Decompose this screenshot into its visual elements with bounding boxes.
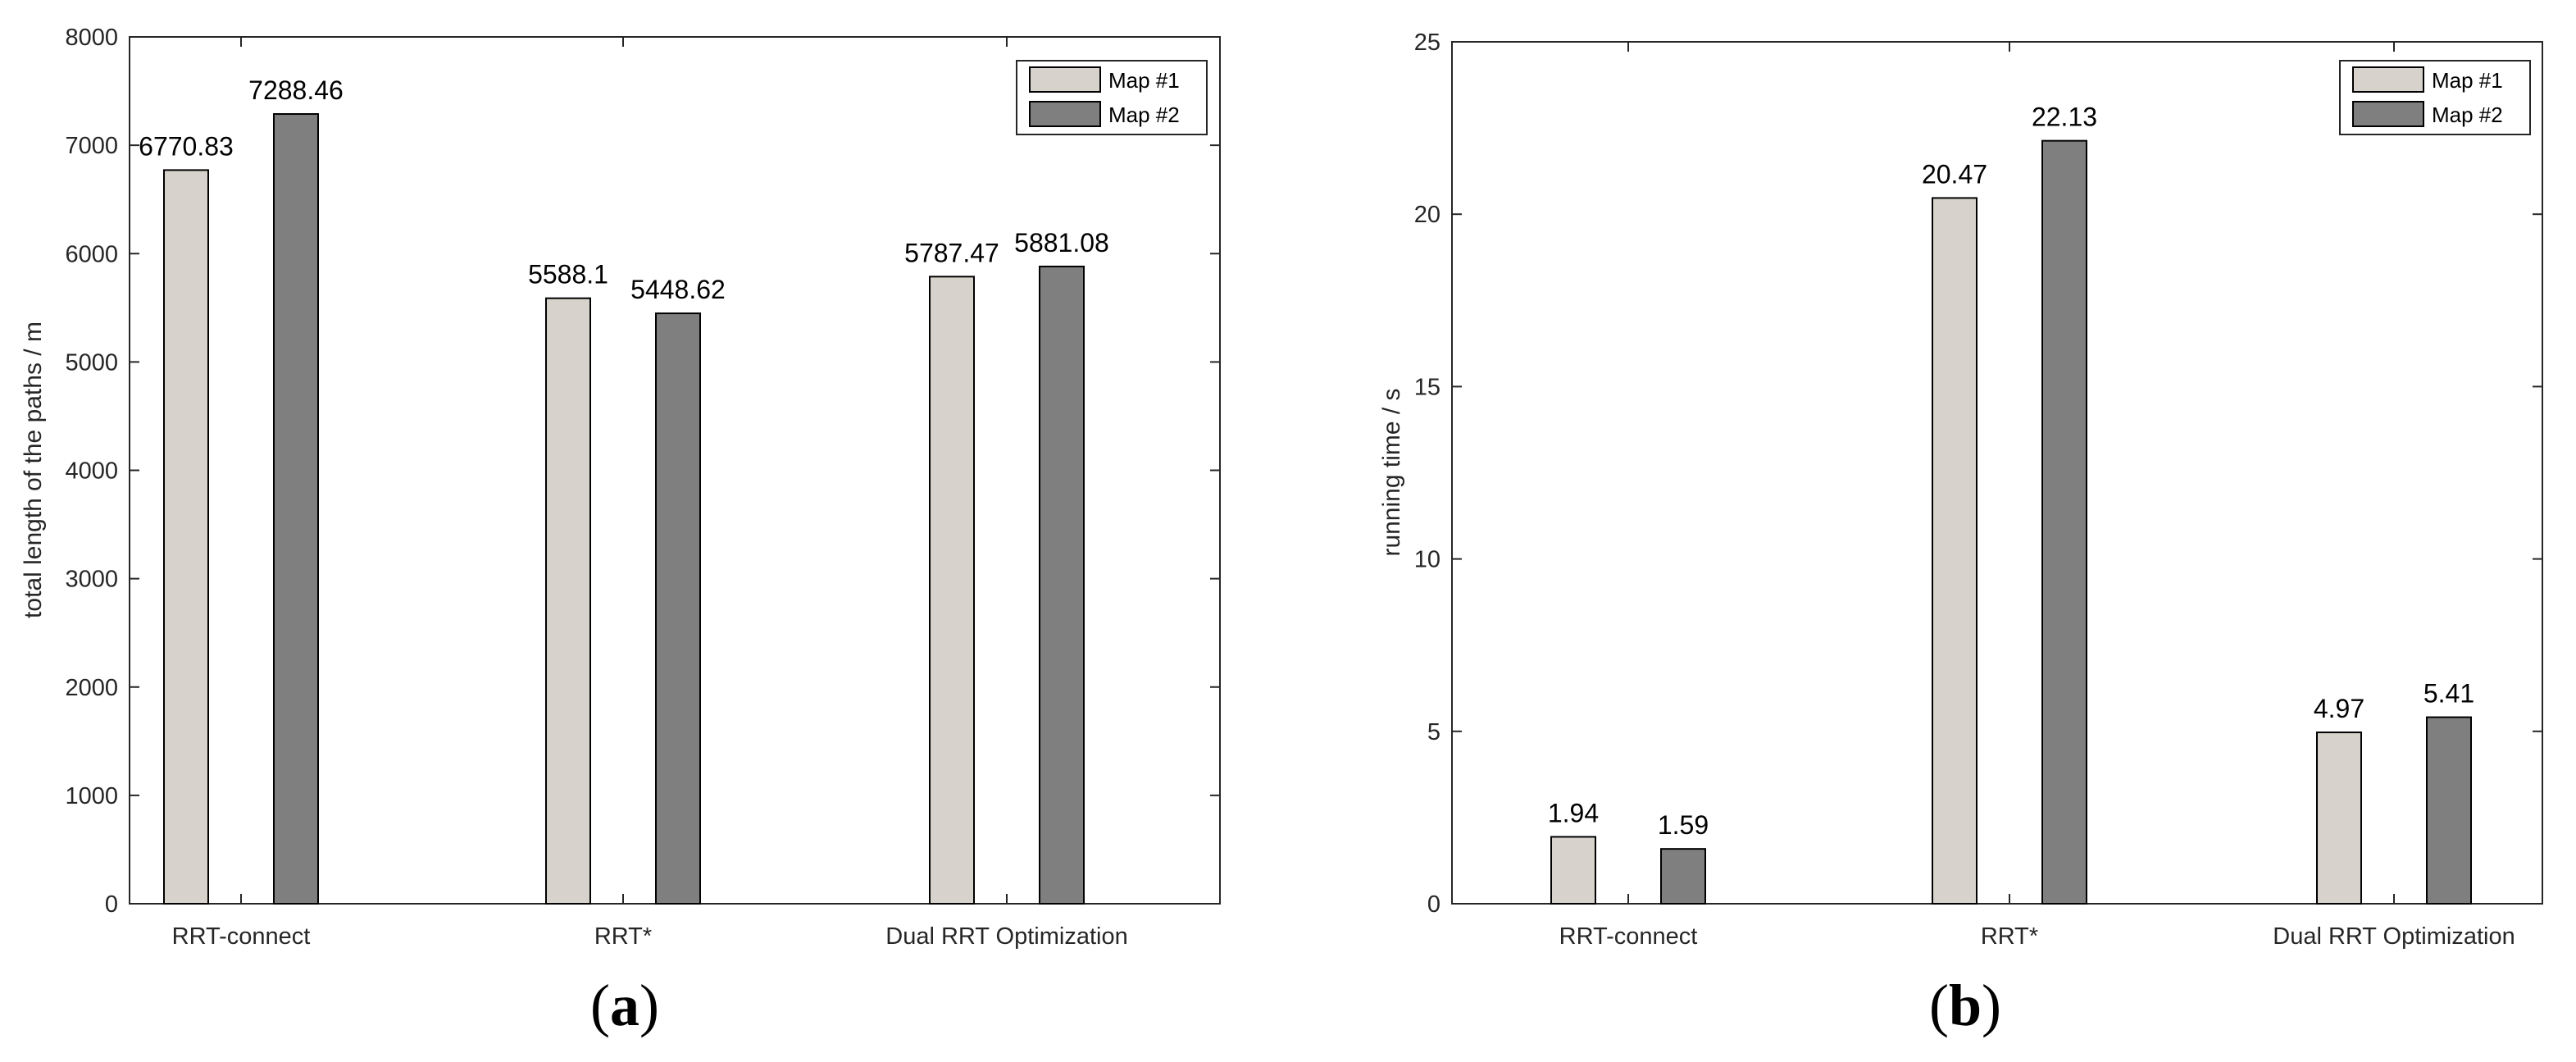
chart-b-data-label: 1.94 bbox=[1548, 798, 1599, 827]
chart-a-y-tick-label: 2000 bbox=[65, 675, 118, 701]
chart-a-data-label: 5787.47 bbox=[904, 238, 999, 267]
chart-b-bar-map2-0 bbox=[1660, 848, 1706, 905]
chart-a-bars bbox=[163, 113, 1085, 905]
chart-a-category-label: RRT-connect bbox=[172, 923, 311, 950]
chart-a-y-tick-label: 8000 bbox=[65, 25, 118, 51]
chart-b-data-label: 5.41 bbox=[2424, 679, 2474, 709]
chart-b-bar-map1-0 bbox=[1550, 836, 1596, 905]
chart-a-bar-map1-0 bbox=[163, 169, 209, 905]
chart-b-category-label: Dual RRT Optimization bbox=[2273, 923, 2515, 950]
chart-a-y-tick-label: 0 bbox=[105, 891, 118, 918]
chart-b-data-label: 4.97 bbox=[2314, 694, 2364, 723]
chart-b-bars bbox=[1550, 139, 2472, 905]
chart-b-bar-map2-1 bbox=[2041, 139, 2087, 905]
chart-a-legend-label-map1: Map #1 bbox=[1108, 68, 1180, 93]
chart-a-y-tick-label: 1000 bbox=[65, 783, 118, 809]
chart-b-data-labels: 1.94 20.47 4.97 1.59 22.13 5.41 bbox=[1548, 103, 2474, 841]
chart-b-bar-map1-2 bbox=[2316, 732, 2362, 905]
chart-b-legend-label-map2: Map #2 bbox=[2432, 103, 2503, 127]
chart-a-data-label: 5881.08 bbox=[1014, 228, 1109, 258]
chart-b-y-tick-label: 10 bbox=[1414, 547, 1440, 573]
chart-a-category-label: Dual RRT Optimization bbox=[885, 923, 1127, 950]
chart-a-bar-map1-2 bbox=[929, 276, 975, 905]
chart-a-legend-label-map2: Map #2 bbox=[1108, 103, 1180, 127]
chart-a-bar-map1-1 bbox=[545, 297, 591, 905]
chart-b-data-label: 22.13 bbox=[2032, 103, 2097, 132]
chart-a-legend-swatch-map1 bbox=[1029, 66, 1101, 93]
chart-a-data-label: 6770.83 bbox=[139, 131, 234, 161]
chart-a-legend-swatch-map2 bbox=[1029, 101, 1101, 127]
chart-a-y-tick-label: 6000 bbox=[65, 241, 118, 267]
chart-a-data-labels: 6770.83 5588.1 5787.47 7288.46 5448.62 5881.0… bbox=[139, 75, 1109, 304]
chart-a-x-ticks: RRT-connect RRT* Dual RRT Optimization bbox=[172, 37, 1128, 950]
chart-b-y-tick-label: 20 bbox=[1414, 202, 1440, 228]
chart-a-y-ticks: 0 1000 2000 3000 4000 5000 6000 7000 8000 bbox=[65, 25, 1220, 918]
chart-b-y-tick-label: 25 bbox=[1414, 30, 1440, 56]
chart-a-data-label: 5448.62 bbox=[630, 275, 726, 304]
chart-a: 0 1000 2000 3000 4000 5000 6000 7000 8000 RRT-co… bbox=[20, 25, 1221, 1038]
chart-a-panel-letter: a bbox=[610, 973, 639, 1038]
chart-a-data-label: 5588.1 bbox=[528, 260, 608, 289]
chart-b-panel-label: (b) bbox=[1929, 973, 2001, 1038]
chart-a-y-tick-label: 7000 bbox=[65, 133, 118, 159]
chart-b-panel-letter: b bbox=[1949, 973, 1982, 1038]
chart-a-bar-map2-0 bbox=[273, 113, 319, 905]
chart-b-legend-label-map1: Map #1 bbox=[2432, 68, 2503, 93]
chart-a-data-label: 7288.46 bbox=[248, 75, 344, 105]
chart-b-y-tick-label: 5 bbox=[1427, 719, 1440, 745]
chart-b-bar-map1-1 bbox=[1932, 197, 1978, 905]
chart-b-data-label: 1.59 bbox=[1658, 810, 1709, 840]
chart-b-category-label: RRT-connect bbox=[1559, 923, 1698, 950]
chart-a-panel-label: (a) bbox=[590, 973, 659, 1038]
chart-a-bar-map2-1 bbox=[655, 312, 701, 905]
chart-b-y-tick-label: 15 bbox=[1414, 374, 1440, 400]
chart-b-legend: Map #1 Map #2 bbox=[2339, 60, 2531, 135]
chart-a-y-tick-label: 3000 bbox=[65, 567, 118, 593]
chart-b: 0 5 10 15 20 25 RRT-connect RRT* Dual RRT Optim… bbox=[1378, 30, 2543, 1038]
chart-a-y-tick-label: 5000 bbox=[65, 349, 118, 376]
chart-b-category-label: RRT* bbox=[1981, 923, 2038, 950]
chart-b-y-tick-label: 0 bbox=[1427, 891, 1440, 918]
chart-b-legend-swatch-map1 bbox=[2352, 66, 2424, 93]
chart-b-legend-swatch-map2 bbox=[2352, 101, 2424, 127]
chart-b-y-axis-title: running time / s bbox=[1378, 388, 1405, 556]
chart-a-y-tick-label: 4000 bbox=[65, 458, 118, 485]
chart-b-bar-map2-2 bbox=[2426, 716, 2472, 905]
chart-b-x-ticks: RRT-connect RRT* Dual RRT Optimization bbox=[1559, 42, 2515, 950]
chart-b-plot-area bbox=[1451, 41, 2543, 905]
chart-b-y-ticks: 0 5 10 15 20 25 bbox=[1414, 30, 2542, 918]
chart-b-data-label: 20.47 bbox=[1922, 159, 1987, 189]
chart-a-category-label: RRT* bbox=[594, 923, 652, 950]
chart-a-legend: Map #1 Map #2 bbox=[1016, 60, 1208, 135]
chart-a-y-axis-title: total length of the paths / m bbox=[20, 321, 47, 618]
chart-a-bar-map2-2 bbox=[1039, 265, 1085, 905]
